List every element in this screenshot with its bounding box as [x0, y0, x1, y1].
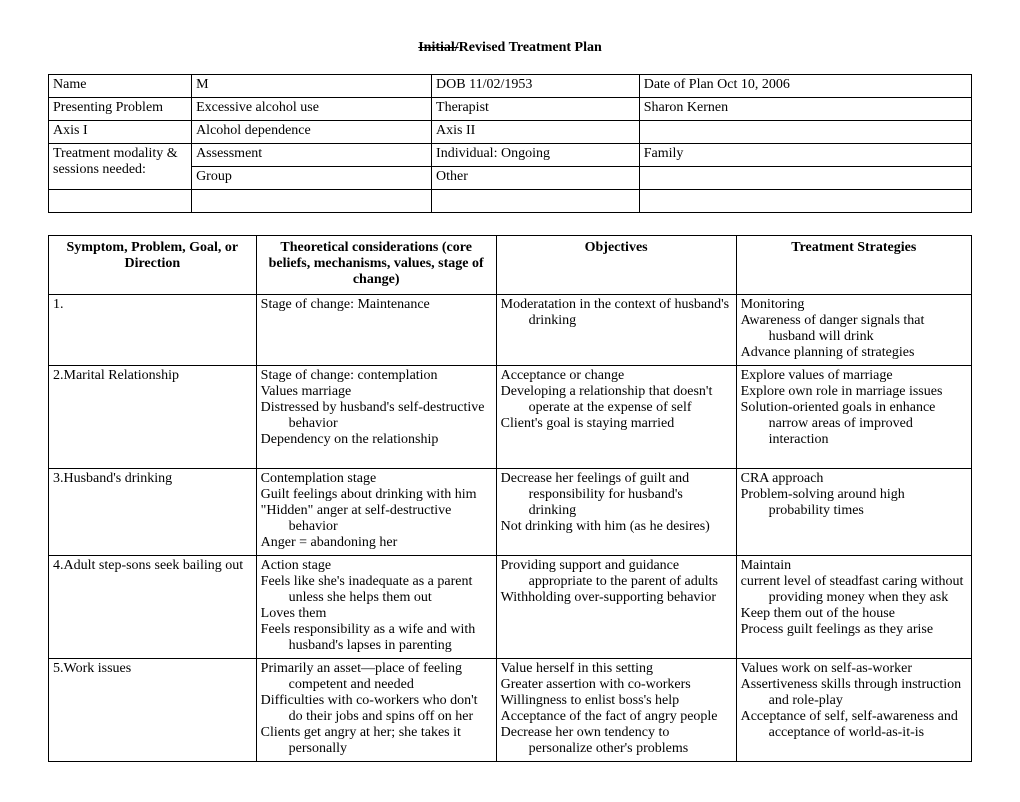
- table-row: [49, 190, 972, 213]
- table-row: 1. Stage of change: Maintenance Moderata…: [49, 295, 972, 366]
- empty-cell: [192, 190, 432, 213]
- col-objectives: Objectives: [496, 236, 736, 295]
- patient-info-table: Name M DOB 11/02/1953 Date of Plan Oct 1…: [48, 74, 972, 213]
- strategies-cell: Values work on self-as-worker Assertiven…: [736, 659, 971, 762]
- dob-value: DOB 11/02/1953: [432, 75, 640, 98]
- title-struck: Initial/: [418, 40, 458, 55]
- strategies-cell: Monitoring Awareness of danger signals t…: [736, 295, 971, 366]
- axis1-value: Alcohol dependence: [192, 121, 432, 144]
- symptom-cell: 2.Marital Relationship: [49, 366, 257, 469]
- theory-cell: Primarily an asset—place of feeling comp…: [256, 659, 496, 762]
- theory-cell: Contemplation stage Guilt feelings about…: [256, 469, 496, 556]
- table-row: Presenting Problem Excessive alcohol use…: [49, 98, 972, 121]
- empty-cell: [639, 167, 971, 190]
- empty-cell: [432, 190, 640, 213]
- objectives-cell: Providing support and guidance appropria…: [496, 556, 736, 659]
- other-cell: Other: [432, 167, 640, 190]
- treatment-table: Symptom, Problem, Goal, or Direction The…: [48, 235, 972, 762]
- symptom-cell: 4.Adult step-sons seek bailing out: [49, 556, 257, 659]
- therapist-value: Sharon Kernen: [639, 98, 971, 121]
- axis2-label: Axis II: [432, 121, 640, 144]
- empty-cell: [639, 190, 971, 213]
- assessment-cell: Assessment: [192, 144, 432, 167]
- symptom-cell: 5.Work issues: [49, 659, 257, 762]
- empty-cell: [49, 190, 192, 213]
- table-row: Axis I Alcohol dependence Axis II: [49, 121, 972, 144]
- table-header-row: Symptom, Problem, Goal, or Direction The…: [49, 236, 972, 295]
- group-cell: Group: [192, 167, 432, 190]
- table-row: Treatment modality & sessions needed: As…: [49, 144, 972, 167]
- table-row: 2.Marital Relationship Stage of change: …: [49, 366, 972, 469]
- strategies-cell: Explore values of marriage Explore own r…: [736, 366, 971, 469]
- objectives-cell: Decrease her feelings of guilt and respo…: [496, 469, 736, 556]
- table-row: 3.Husband's drinking Contemplation stage…: [49, 469, 972, 556]
- symptom-cell: 3.Husband's drinking: [49, 469, 257, 556]
- page-title: Initial/Revised Treatment Plan: [48, 40, 972, 56]
- col-theory: Theoretical considerations (core beliefs…: [256, 236, 496, 295]
- family-cell: Family: [639, 144, 971, 167]
- symptom-cell: 1.: [49, 295, 257, 366]
- objectives-cell: Value herself in this setting Greater as…: [496, 659, 736, 762]
- col-strategies: Treatment Strategies: [736, 236, 971, 295]
- title-rest: Revised Treatment Plan: [459, 40, 602, 55]
- name-label: Name: [49, 75, 192, 98]
- table-row: 4.Adult step-sons seek bailing out Actio…: [49, 556, 972, 659]
- individual-cell: Individual: Ongoing: [432, 144, 640, 167]
- strategies-cell: Maintain current level of steadfast cari…: [736, 556, 971, 659]
- date-plan-value: Date of Plan Oct 10, 2006: [639, 75, 971, 98]
- axis2-value: [639, 121, 971, 144]
- therapist-label: Therapist: [432, 98, 640, 121]
- table-row: 5.Work issues Primarily an asset—place o…: [49, 659, 972, 762]
- objectives-cell: Acceptance or change Developing a relati…: [496, 366, 736, 469]
- table-row: Name M DOB 11/02/1953 Date of Plan Oct 1…: [49, 75, 972, 98]
- presenting-label: Presenting Problem: [49, 98, 192, 121]
- axis1-label: Axis I: [49, 121, 192, 144]
- objectives-cell: Moderatation in the context of husband's…: [496, 295, 736, 366]
- theory-cell: Action stage Feels like she's inadequate…: [256, 556, 496, 659]
- presenting-value: Excessive alcohol use: [192, 98, 432, 121]
- name-value: M: [192, 75, 432, 98]
- modality-label: Treatment modality & sessions needed:: [49, 144, 192, 190]
- col-symptom: Symptom, Problem, Goal, or Direction: [49, 236, 257, 295]
- strategies-cell: CRA approach Problem-solving around high…: [736, 469, 971, 556]
- theory-cell: Stage of change: Maintenance: [256, 295, 496, 366]
- theory-cell: Stage of change: contemplation Values ma…: [256, 366, 496, 469]
